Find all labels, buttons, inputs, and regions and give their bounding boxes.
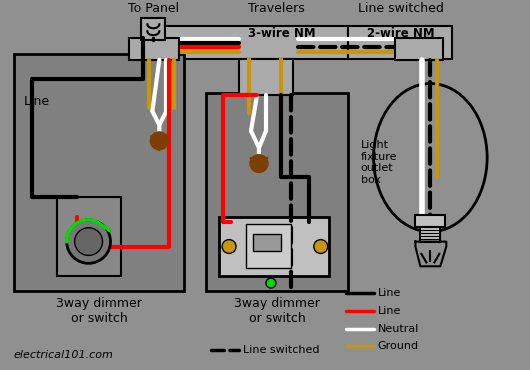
Text: Light
fixture
outlet
box: Light fixture outlet box — [360, 140, 397, 185]
Bar — [142, 18, 165, 40]
Text: 3way dimmer
or switch: 3way dimmer or switch — [234, 297, 320, 325]
Bar — [14, 54, 184, 291]
Text: Line switched: Line switched — [358, 2, 444, 16]
Circle shape — [222, 240, 236, 253]
Text: Neutral: Neutral — [377, 323, 419, 333]
Circle shape — [250, 155, 268, 172]
Bar — [239, 59, 293, 95]
Ellipse shape — [374, 84, 487, 232]
Bar — [246, 224, 291, 268]
Bar — [420, 227, 440, 242]
Bar — [206, 94, 348, 291]
Text: Travelers: Travelers — [248, 2, 305, 16]
Text: Line: Line — [377, 306, 401, 316]
Polygon shape — [151, 136, 169, 151]
Bar — [219, 217, 329, 276]
Text: electrical101.com: electrical101.com — [14, 350, 113, 360]
Polygon shape — [250, 158, 268, 172]
Bar — [253, 234, 281, 252]
Circle shape — [151, 132, 169, 150]
Bar — [348, 26, 452, 59]
Bar — [416, 215, 445, 227]
Text: Line switched: Line switched — [243, 345, 320, 355]
Text: To Panel: To Panel — [128, 2, 179, 16]
Text: 2-wire NM: 2-wire NM — [367, 27, 434, 40]
Circle shape — [75, 228, 102, 255]
Text: 3-wire NM: 3-wire NM — [248, 27, 316, 40]
Circle shape — [67, 220, 110, 263]
Circle shape — [266, 278, 276, 288]
Bar — [148, 26, 348, 59]
Bar — [129, 38, 179, 60]
Text: Line: Line — [24, 95, 50, 108]
Bar — [57, 197, 121, 276]
Text: Ground: Ground — [377, 341, 419, 351]
Text: Line: Line — [377, 288, 401, 298]
Circle shape — [314, 240, 328, 253]
Text: 3way dimmer
or switch: 3way dimmer or switch — [56, 297, 142, 325]
Bar — [395, 38, 443, 60]
Polygon shape — [416, 242, 446, 266]
